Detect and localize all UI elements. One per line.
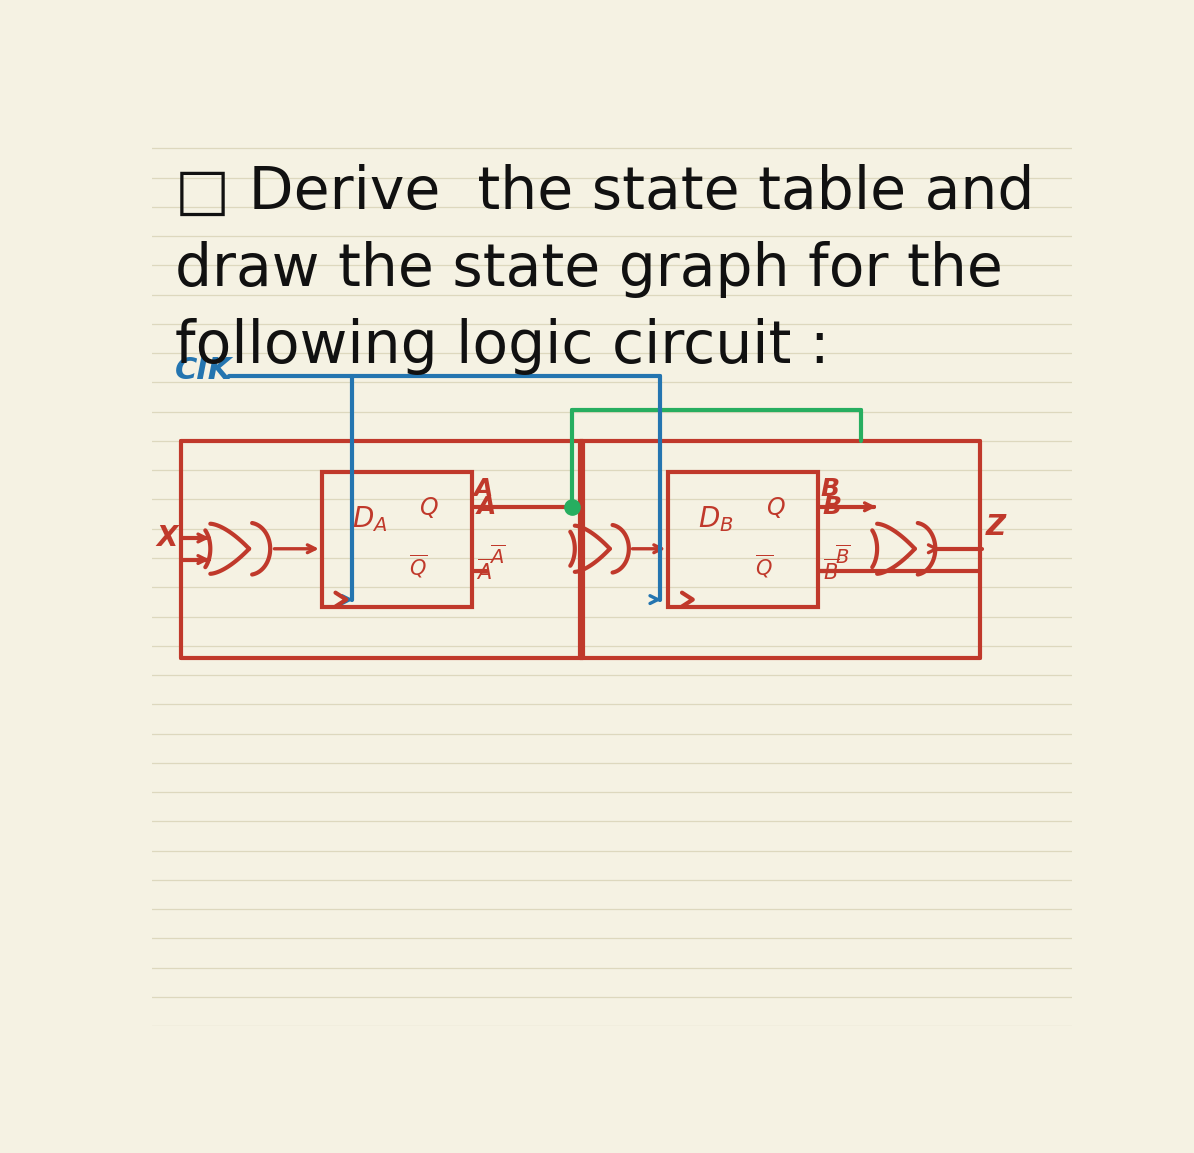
- Text: CIK: CIK: [176, 356, 233, 385]
- Text: Q: Q: [765, 496, 784, 520]
- Text: draw the state graph for the: draw the state graph for the: [176, 241, 1003, 297]
- Text: X: X: [156, 523, 178, 552]
- Text: $\overline{B}$: $\overline{B}$: [836, 544, 850, 567]
- Bar: [669, 472, 818, 606]
- Text: $D_A$: $D_A$: [352, 504, 387, 534]
- Text: Q: Q: [419, 496, 438, 520]
- Text: $\overline{B}$: $\overline{B}$: [823, 559, 839, 585]
- Text: B: B: [823, 495, 842, 519]
- Text: A: A: [474, 476, 493, 500]
- Bar: [321, 472, 472, 606]
- Text: $\overline{A}$: $\overline{A}$: [488, 544, 505, 567]
- Text: $D_B$: $D_B$: [698, 504, 734, 534]
- Text: Z: Z: [986, 513, 1007, 541]
- Text: B: B: [820, 476, 839, 500]
- Text: following logic circuit :: following logic circuit :: [176, 318, 830, 375]
- Text: $\overline{A}$: $\overline{A}$: [476, 559, 494, 585]
- Text: $\overline{Q}$: $\overline{Q}$: [408, 552, 427, 580]
- Text: □ Derive  the state table and: □ Derive the state table and: [176, 164, 1035, 220]
- Text: $\overline{Q}$: $\overline{Q}$: [756, 552, 774, 580]
- Text: A: A: [476, 495, 496, 519]
